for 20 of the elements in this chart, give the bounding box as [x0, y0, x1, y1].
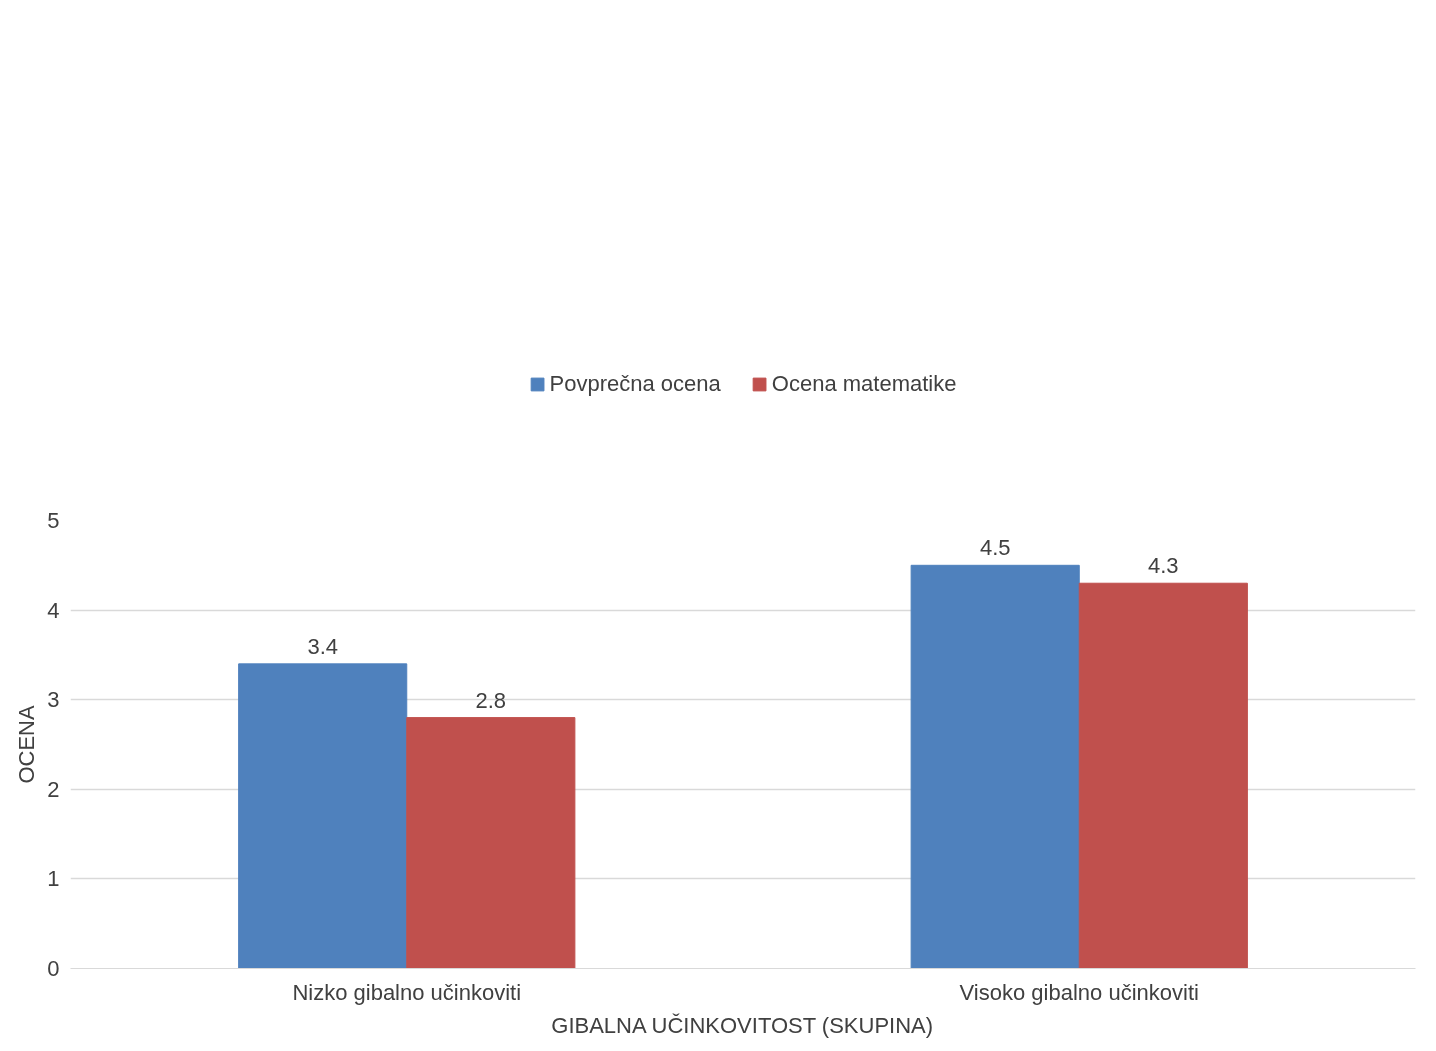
bar: [238, 663, 408, 969]
y-tick-label: 5: [47, 508, 60, 533]
y-axis-title: OCENA: [14, 705, 40, 784]
data-label: 2.8: [475, 687, 507, 713]
y-tick-label: 0: [47, 956, 60, 981]
y-tick-label: 4: [47, 597, 60, 623]
x-tick-label: Nizko gibalno učinkoviti: [292, 979, 522, 1005]
data-label: 4.3: [1148, 553, 1179, 579]
bar: [406, 717, 576, 969]
x-tick-label: Visoko gibalno učinkoviti: [959, 979, 1199, 1005]
y-tick-label: 1: [47, 866, 60, 892]
data-label: 3.4: [307, 633, 338, 659]
x-axis-title: GIBALNA UČINKOVITOST (SKUPINA): [551, 1012, 934, 1038]
bar: [910, 564, 1080, 969]
y-tick-label: 2: [47, 776, 60, 802]
legend-label: Povprečna ocena: [549, 370, 721, 397]
data-label: 4.5: [979, 535, 1011, 561]
bar: [1078, 582, 1248, 969]
legend-label: Ocena matematike: [771, 370, 957, 397]
y-tick-label: 3: [47, 687, 60, 713]
